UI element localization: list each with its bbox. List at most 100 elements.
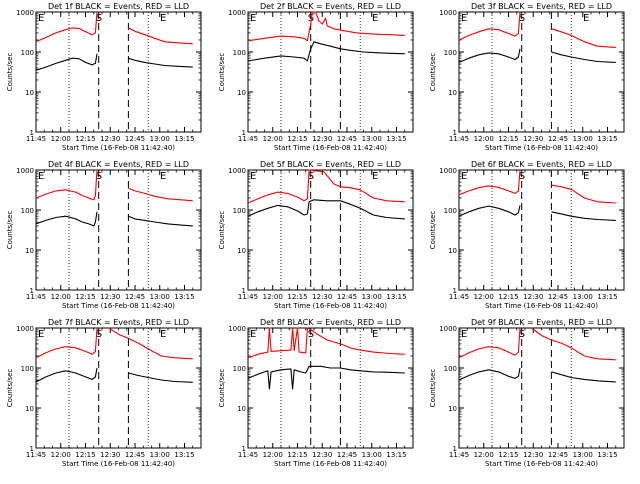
y-tick-label: 100 bbox=[444, 365, 457, 373]
x-tick-label: 12:15 bbox=[75, 135, 95, 143]
x-tick-label: 11:45 bbox=[238, 451, 258, 459]
y-tick-label: 1 bbox=[242, 129, 246, 137]
panel-det-2: Det 2f BLACK = Events, RED = LLD 1 10 100 10… bbox=[218, 2, 414, 152]
plot-frame bbox=[247, 327, 414, 449]
y-axis-label: Counts/sec bbox=[218, 53, 226, 92]
x-tick-label: 12:30 bbox=[312, 293, 332, 301]
plot-frame bbox=[458, 327, 625, 449]
plot-frame bbox=[458, 169, 625, 291]
panel-title: Det 5f BLACK = Events, RED = LLD bbox=[260, 160, 401, 169]
panel-det-9: Det 9f BLACK = Events, RED = LLD 1 10 100 10… bbox=[429, 318, 625, 468]
x-tick-label: 12:45 bbox=[125, 293, 145, 301]
marker-label-s: S bbox=[519, 13, 525, 24]
series-lld-line bbox=[458, 169, 521, 196]
series-events-line bbox=[35, 211, 98, 227]
marker-label-e: E bbox=[160, 13, 166, 24]
series-lld-line bbox=[247, 327, 405, 359]
y-tick-label: 1 bbox=[453, 287, 457, 295]
series-events-line bbox=[458, 367, 521, 381]
x-tick-label: 11:45 bbox=[26, 293, 46, 301]
x-tick-label: 12:30 bbox=[100, 293, 120, 301]
marker-label-s: S bbox=[96, 329, 102, 340]
y-tick-label: 1 bbox=[30, 129, 34, 137]
series-lld-line bbox=[247, 11, 405, 42]
x-tick-label: 13:00 bbox=[150, 451, 170, 459]
series-events-line bbox=[128, 57, 193, 68]
x-tick-label: 13:15 bbox=[597, 293, 617, 301]
marker-label-e: E bbox=[250, 171, 256, 182]
plot-frame bbox=[35, 169, 202, 291]
marker-label-e: E bbox=[461, 13, 467, 24]
marker-label-e: E bbox=[583, 13, 589, 24]
series-lld-line bbox=[108, 327, 193, 360]
panel-title: Det 8f BLACK = Events, RED = LLD bbox=[260, 318, 401, 327]
y-tick-label: 1 bbox=[30, 445, 34, 453]
marker-label-e: E bbox=[250, 13, 256, 24]
x-tick-label: 13:15 bbox=[386, 293, 406, 301]
x-tick-label: 11:45 bbox=[26, 135, 46, 143]
series-events-line bbox=[128, 372, 193, 383]
x-tick-label: 13:15 bbox=[597, 135, 617, 143]
x-tick-label: 13:00 bbox=[150, 135, 170, 143]
x-tick-label: 13:15 bbox=[174, 135, 194, 143]
x-tick-label: 12:45 bbox=[337, 135, 357, 143]
x-tick-label: 12:00 bbox=[51, 135, 71, 143]
y-axis-label: Counts/sec bbox=[218, 369, 226, 408]
marker-label-e: E bbox=[461, 171, 467, 182]
series-events-line bbox=[247, 41, 405, 62]
marker-label-e: E bbox=[372, 329, 378, 340]
y-axis-label: Counts/sec bbox=[429, 53, 437, 92]
y-tick-label: 1000 bbox=[16, 167, 34, 175]
x-tick-label: 13:00 bbox=[362, 293, 382, 301]
x-axis-label: Start Time (16-Feb-08 11:42:40) bbox=[274, 302, 387, 310]
marker-label-s: S bbox=[519, 171, 525, 182]
x-tick-label: 12:00 bbox=[51, 293, 71, 301]
panel-det-1: Det 1f BLACK = Events, RED = LLD 1 10 100 10… bbox=[6, 2, 202, 152]
y-tick-label: 100 bbox=[233, 365, 246, 373]
y-tick-label: 1 bbox=[453, 129, 457, 137]
y-tick-label: 1000 bbox=[228, 325, 246, 333]
x-tick-label: 12:15 bbox=[287, 135, 307, 143]
panel-det-5: Det 5f BLACK = Events, RED = LLD 1 10 100 10… bbox=[218, 160, 414, 310]
series-events-line bbox=[458, 205, 521, 217]
panel-det-6: Det 6f BLACK = Events, RED = LLD 1 10 100 10… bbox=[429, 160, 625, 310]
series-lld-line bbox=[35, 169, 98, 201]
series-lld-line bbox=[128, 187, 193, 202]
y-tick-label: 10 bbox=[448, 247, 457, 255]
plot-frame bbox=[247, 11, 414, 133]
x-tick-label: 13:00 bbox=[362, 451, 382, 459]
x-tick-label: 13:00 bbox=[573, 293, 593, 301]
marker-label-e: E bbox=[160, 329, 166, 340]
x-axis-label: Start Time (16-Feb-08 11:42:40) bbox=[485, 302, 598, 310]
series-lld-line bbox=[247, 169, 405, 204]
x-tick-label: 13:15 bbox=[386, 135, 406, 143]
series-events-line bbox=[128, 215, 193, 227]
y-tick-label: 1 bbox=[453, 445, 457, 453]
x-axis-label: Start Time (16-Feb-08 11:42:40) bbox=[62, 144, 175, 152]
marker-label-e: E bbox=[250, 329, 256, 340]
x-tick-label: 12:00 bbox=[263, 293, 283, 301]
series-events-line bbox=[35, 367, 98, 383]
x-tick-label: 12:30 bbox=[100, 451, 120, 459]
marker-label-e: E bbox=[160, 171, 166, 182]
marker-label-e: E bbox=[38, 329, 44, 340]
y-tick-label: 10 bbox=[237, 89, 246, 97]
x-tick-label: 12:00 bbox=[51, 451, 71, 459]
marker-label-e: E bbox=[583, 329, 589, 340]
x-tick-label: 13:15 bbox=[386, 451, 406, 459]
y-tick-label: 100 bbox=[21, 49, 34, 57]
x-tick-label: 11:45 bbox=[26, 451, 46, 459]
marker-label-s: S bbox=[96, 13, 102, 24]
panel-det-7: Det 7f BLACK = Events, RED = LLD 1 10 100 10… bbox=[6, 318, 202, 468]
x-tick-label: 12:30 bbox=[100, 135, 120, 143]
marker-label-e: E bbox=[583, 171, 589, 182]
x-axis-label: Start Time (16-Feb-08 11:42:40) bbox=[62, 302, 175, 310]
marker-label-s: S bbox=[96, 171, 102, 182]
y-tick-label: 10 bbox=[448, 89, 457, 97]
x-tick-label: 13:00 bbox=[573, 135, 593, 143]
panel-title: Det 4f BLACK = Events, RED = LLD bbox=[48, 160, 189, 169]
x-axis-label: Start Time (16-Feb-08 11:42:40) bbox=[62, 460, 175, 468]
series-events-line bbox=[247, 365, 405, 390]
